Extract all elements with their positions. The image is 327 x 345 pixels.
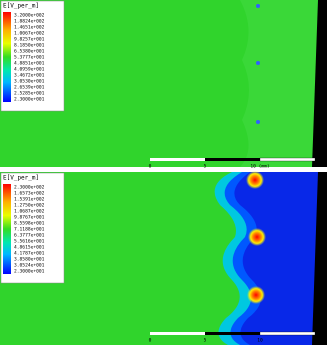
scale-label: 0: [149, 338, 152, 344]
legend-title: E[V_per_m]: [3, 175, 39, 182]
legend-label: 2.3000e+002: [14, 185, 45, 191]
legend-label: 5.3777e+001: [14, 55, 45, 61]
scale-label: 5: [204, 164, 207, 170]
legend-label: 4.8615e+001: [14, 245, 45, 251]
legend-label: 1.0067e+002: [14, 31, 45, 37]
scale-bar-white: [259, 331, 316, 336]
legend-box: [0, 0, 65, 112]
legend-label: 9.8767e+001: [14, 215, 45, 221]
legend-label: 6.5380e+001: [14, 49, 45, 55]
legend-label: 3.0530e+001: [14, 79, 45, 85]
legend-label: 4.8851e+001: [14, 61, 45, 67]
scale-bar-white: [150, 158, 205, 161]
legend-label: 2.6539e+001: [14, 85, 45, 91]
scale-label: 5: [204, 338, 207, 344]
legend-title: E[V_per_m]: [3, 3, 39, 10]
legend-label: 1.8824e+002: [14, 19, 45, 25]
legend-label: 2.5285e+001: [14, 91, 45, 97]
color-bar: [3, 12, 11, 102]
legend-label: 3.8580e+001: [14, 257, 45, 263]
legend-label: 8.1850e+001: [14, 43, 45, 49]
legend-label: 6.3777e+001: [14, 233, 45, 239]
legend-label: 8.5598e+001: [14, 221, 45, 227]
scale-label: 10: [257, 338, 263, 344]
legend-label: 7.1188e+001: [14, 227, 45, 233]
legend-label: 1.2750e+002: [14, 203, 45, 209]
scale-bar-white: [259, 157, 316, 162]
legend-label: 3.4672e+001: [14, 73, 45, 79]
legend-label: 2.3000e+001: [14, 269, 45, 275]
legend-label: 1.0687e+002: [14, 209, 45, 215]
legend-label: 3.2000e+002: [14, 13, 45, 19]
legend-label: 3.0524e+001: [14, 263, 45, 269]
legend-label: 1.6573e+002: [14, 191, 45, 197]
legend-label: 2.3000e+001: [14, 97, 45, 103]
legend-box: [0, 172, 65, 284]
legends: E[V_per_m] 3.2000e+0021.8824e+0021.4651e+…: [0, 0, 316, 344]
scale-bar-white: [150, 332, 205, 335]
scale-label: 10 (mm): [250, 164, 269, 170]
legend-label: 9.8257e+001: [14, 37, 45, 43]
legend-label: 4.1787e+001: [14, 251, 45, 257]
scale-label: 0: [149, 164, 152, 170]
color-bar: [3, 184, 11, 274]
legend-label: 1.4651e+002: [14, 25, 45, 31]
legend-label: 4.0959e+001: [14, 67, 45, 73]
legend-label: 1.5391e+002: [14, 197, 45, 203]
legend-label: 5.5616e+001: [14, 239, 45, 245]
